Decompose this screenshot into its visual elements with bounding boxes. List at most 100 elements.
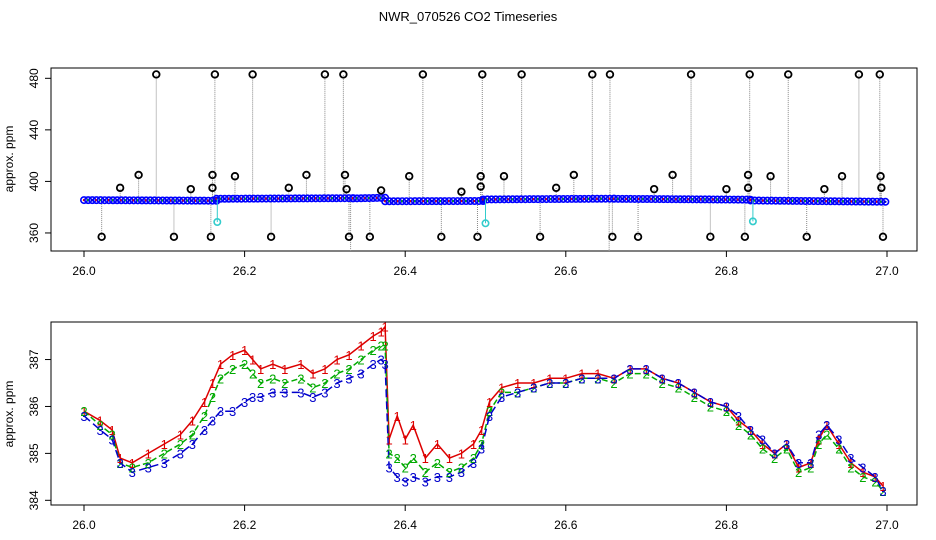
- series-1-marker: 1: [410, 418, 417, 433]
- series-2-marker: 2: [626, 367, 633, 382]
- series-2-marker: 2: [735, 418, 742, 433]
- series-2-marker: 2: [486, 404, 493, 419]
- flagged-point: [743, 170, 753, 180]
- flagged-point: [152, 70, 161, 79]
- series-2-line: [83, 344, 884, 492]
- flagged-point: [569, 170, 579, 180]
- flagged-point: [302, 170, 311, 180]
- flagged-point: [342, 184, 351, 194]
- bottom-y-tick-label: 384: [27, 490, 41, 510]
- series-2-marker: 2: [470, 451, 477, 466]
- series-2-marker: 2: [145, 456, 152, 471]
- flagged-point: [784, 70, 793, 79]
- series-3-marker: 3: [691, 385, 698, 400]
- flagged-point: [745, 70, 754, 79]
- series-1-marker: 1: [578, 367, 585, 382]
- series-2-marker: 2: [642, 367, 649, 382]
- top-y-tick-label: 440: [27, 120, 41, 140]
- bottom-axis-ticks: 26.0 26.2 26.4 26.6 26.8 27.0 384 385 386 387: [27, 349, 899, 532]
- series-3-marker: 3: [747, 423, 754, 438]
- series-3-marker: 3: [386, 460, 393, 475]
- top-panel: 26.0 26.2 26.4 26.6 26.8 27.0 360 400 440 480 app…: [2, 67, 918, 278]
- top-x-tick-label: 26.2: [233, 264, 257, 278]
- series-1-marker: 1: [562, 371, 569, 386]
- series-1-marker: 1: [434, 437, 441, 452]
- series-2-marker: 2: [723, 404, 730, 419]
- series-3-marker: 3: [458, 465, 465, 480]
- series-2-marker: 2: [823, 428, 830, 443]
- series-1-marker: 1: [321, 362, 328, 377]
- series-3-marker: 3: [659, 371, 666, 386]
- series-2-marker: 2: [446, 465, 453, 480]
- series-1-marker: 1: [117, 451, 124, 466]
- flagged-point: [820, 184, 829, 194]
- series-3-marker: 3: [771, 446, 778, 461]
- series-3-marker: 3: [333, 376, 340, 391]
- series-3-marker: 3: [129, 465, 136, 480]
- series-2-marker: 2: [377, 338, 384, 353]
- flagged-point: [457, 187, 466, 196]
- flagged-point: [339, 70, 348, 79]
- series-1-marker: 1: [161, 437, 168, 452]
- series-3-marker: 3: [578, 371, 585, 386]
- series-2-marker: 2: [297, 371, 304, 386]
- series-3-marker: 3: [117, 456, 124, 471]
- series-2-marker: 2: [562, 376, 569, 391]
- series-1-marker: 1: [189, 414, 196, 429]
- series-1-marker: 1: [723, 399, 730, 414]
- chart-title: NWR_070526 CO2 Timeseries: [379, 9, 558, 24]
- series-2-marker: 2: [394, 451, 401, 466]
- series-3-marker: 3: [562, 376, 569, 391]
- series-1-marker: 1: [394, 409, 401, 424]
- series-3-marker: 3: [217, 404, 224, 419]
- series-2-marker: 2: [795, 465, 802, 480]
- series-2-marker: 2: [161, 446, 168, 461]
- top-x-tick-label: 26.4: [394, 264, 418, 278]
- series-3-marker: 3: [382, 357, 389, 372]
- series-2-marker: 2: [117, 456, 124, 471]
- bottom-x-tick-label: 26.8: [715, 518, 739, 532]
- series-3-marker: 3: [626, 362, 633, 377]
- flagged-point: [97, 232, 106, 242]
- series-2-marker: 2: [835, 442, 842, 457]
- flagged-point: [878, 232, 888, 242]
- flagged-point: [499, 172, 509, 181]
- series-1-marker: 1: [382, 320, 389, 335]
- series-1-marker: 1: [129, 456, 136, 471]
- flagged-point: [517, 70, 526, 79]
- series-2-marker: 2: [229, 362, 236, 377]
- series-3-marker: 3: [859, 460, 866, 475]
- series-2-marker: 2: [707, 399, 714, 414]
- flagged-point: [365, 232, 375, 242]
- flagged-point: [418, 70, 428, 79]
- series-3-marker: 3: [514, 385, 521, 400]
- flagged-point: [608, 232, 617, 242]
- flagged-point: [633, 232, 643, 242]
- series-2-marker: 2: [217, 371, 224, 386]
- top-data-marks: [80, 70, 890, 251]
- flagged-point: [740, 232, 750, 242]
- bottom-y-tick-label: 385: [27, 443, 41, 463]
- series-3-marker: 3: [345, 371, 352, 386]
- bottom-x-tick-label: 26.4: [394, 518, 418, 532]
- series-2-marker: 2: [345, 362, 352, 377]
- series-2-marker: 2: [177, 437, 184, 452]
- series-1-marker: 1: [108, 423, 115, 438]
- bottom-y-tick-label: 386: [27, 396, 41, 416]
- series-1-marker: 1: [478, 423, 485, 438]
- series-2-marker: 2: [386, 446, 393, 461]
- bottom-x-tick-label: 26.6: [554, 518, 578, 532]
- series-1-marker: 1: [530, 376, 537, 391]
- series-2-marker: 2: [659, 376, 666, 391]
- flagged-point: [476, 182, 485, 191]
- series-2-marker: 2: [96, 418, 103, 433]
- series-3-marker: 3: [281, 385, 288, 400]
- series-3-marker: 3: [823, 418, 830, 433]
- flagged-point: [405, 172, 414, 181]
- cal-point: [213, 218, 222, 227]
- series-3-marker: 3: [530, 381, 537, 396]
- series-2-marker: 2: [309, 381, 316, 396]
- series-1-marker: 1: [783, 437, 790, 452]
- series-1-marker: 1: [177, 428, 184, 443]
- series-3-marker: 3: [446, 470, 453, 485]
